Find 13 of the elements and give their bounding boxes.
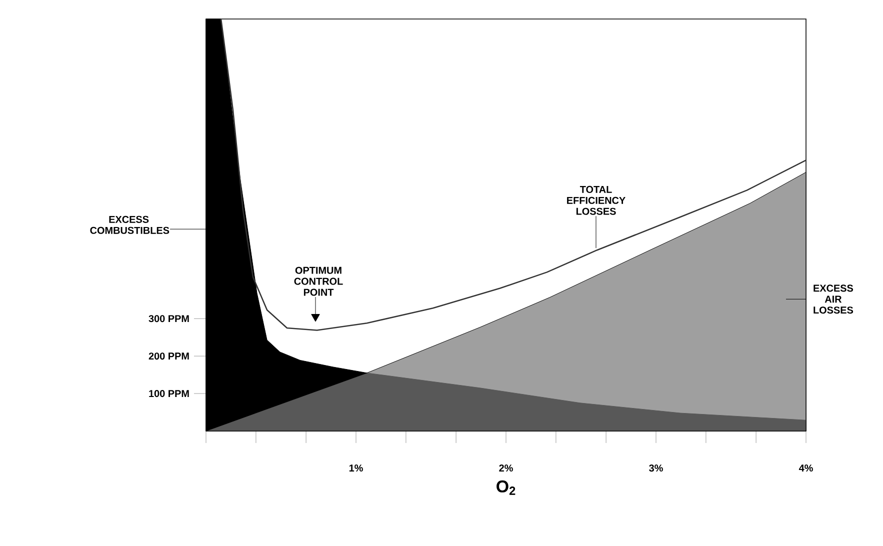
annotation: OPTIMUM CONTROL POINT	[294, 266, 343, 296]
y-tick-label: 200 PPM	[148, 352, 189, 360]
y-tick-label: 100 PPM	[149, 390, 189, 398]
x-tick-label: 3%	[649, 464, 663, 472]
x-tick-label: 4%	[798, 464, 813, 472]
text: EXCESS AIR LOSSES	[814, 284, 854, 314]
x-tick-label: 1%	[349, 464, 363, 472]
annotation: TOTAL EFFICIENCY LOSSES	[567, 186, 626, 215]
line-series	[220, 18, 807, 331]
text: EXCESS COMBUSTIBLES	[90, 216, 170, 234]
y-tick-label: 300 PPM	[148, 315, 189, 322]
x-axis-title: O$_{2}$	[496, 480, 516, 495]
x-tick-label: 2%	[499, 464, 513, 472]
